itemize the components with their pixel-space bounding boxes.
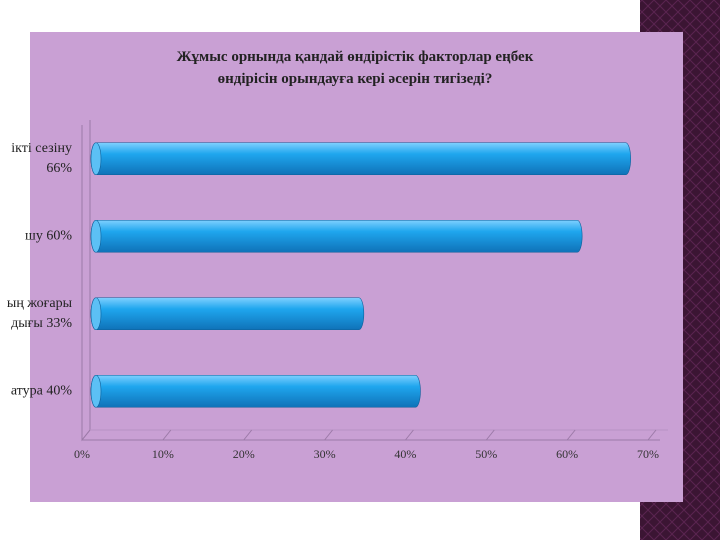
bar-cap: [90, 297, 102, 331]
x-tick-label: 30%: [314, 447, 336, 461]
x-tick: [324, 429, 333, 441]
x-tick: [485, 429, 495, 441]
x-tick: [647, 429, 657, 441]
x-tick-label: 60%: [556, 447, 578, 461]
bar-cap: [90, 374, 102, 408]
x-tick: [162, 429, 172, 441]
y-tick-label: шу 60%: [25, 228, 72, 243]
x-tick-label: 10%: [152, 447, 174, 461]
bar: [90, 219, 583, 253]
x-tick-label: 50%: [475, 447, 497, 461]
x-tick: [566, 429, 576, 441]
bar: [90, 374, 421, 408]
x-tick-label: 20%: [233, 447, 255, 461]
x-tick-label: 70%: [637, 447, 659, 461]
chart-title: Жұмыс орнында қандай өндірістік факторла…: [177, 49, 534, 87]
chart-panel: [30, 32, 683, 502]
x-tick-label: 0%: [74, 447, 90, 461]
bar-cap: [90, 219, 102, 253]
bar: [90, 142, 631, 176]
x-tick-label: 40%: [394, 447, 416, 461]
bar: [90, 297, 365, 331]
x-tick: [243, 429, 253, 441]
bar-cap: [90, 142, 102, 176]
x-tick: [81, 429, 91, 441]
y-tick-label: ікті сезіну 66%: [11, 141, 72, 176]
y-tick-label: ың жоғары дығы 33%: [7, 296, 73, 331]
y-tick-label: атура 40%: [11, 383, 72, 398]
x-tick: [405, 429, 414, 441]
